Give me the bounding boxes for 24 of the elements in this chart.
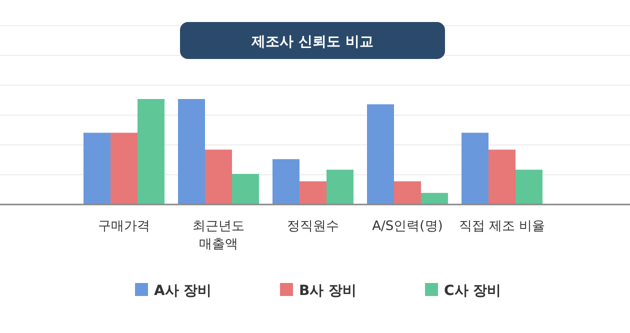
x-tick-label: A/S인력(명) <box>372 219 443 234</box>
x-tick-label: 직접 제조 비율 <box>458 219 546 234</box>
legend-label: A사 장비 <box>154 283 212 299</box>
bar <box>326 170 354 204</box>
legend-label: C사 장비 <box>444 283 502 299</box>
bar <box>178 99 205 204</box>
bar <box>394 181 421 204</box>
bar <box>300 181 326 204</box>
bar <box>421 192 448 204</box>
bar <box>462 132 488 204</box>
bar <box>272 159 300 204</box>
bar <box>516 170 542 204</box>
bar <box>367 104 394 204</box>
x-tick-label: 구매가격 <box>98 219 150 234</box>
bar <box>84 132 110 204</box>
x-tick-label: 최근년도 매출액 <box>192 219 244 252</box>
bar <box>232 174 259 204</box>
chart-title: 제조사 신뢰도 비교 <box>250 34 374 50</box>
bar <box>488 150 516 204</box>
bar <box>205 150 232 204</box>
bar <box>138 99 164 204</box>
legend-label: B사 장비 <box>299 283 357 299</box>
x-tick-label: 정직원수 <box>287 219 339 234</box>
bar <box>110 132 138 204</box>
